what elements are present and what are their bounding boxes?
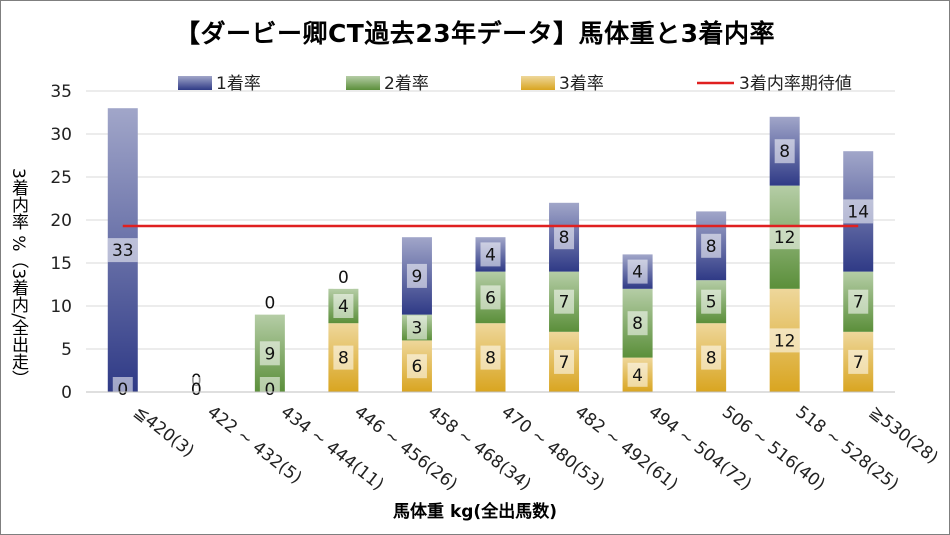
- data-label: 9: [412, 267, 423, 287]
- data-label-bg: [259, 377, 280, 401]
- data-label: 14: [847, 202, 869, 222]
- y-tick-label: 25: [50, 168, 72, 188]
- data-label: 4: [632, 366, 643, 386]
- data-label: 0: [264, 294, 275, 314]
- x-tick-label: ≦420(3): [130, 402, 198, 461]
- data-label-bg: [848, 289, 869, 314]
- data-label-bg: [554, 289, 575, 314]
- data-label-bg: [843, 199, 874, 224]
- data-label-bg: [480, 345, 501, 370]
- chart-title: 【ダービー卿CT過去23年データ】馬体重と3着内率: [174, 19, 776, 48]
- data-label: 33: [112, 241, 134, 261]
- y-tick-label: 10: [50, 297, 72, 317]
- legend-label: 3着内率期待値: [739, 74, 852, 94]
- data-label: 8: [632, 314, 643, 334]
- data-label-bg: [848, 349, 869, 374]
- legend-swatch: [178, 76, 212, 90]
- data-label: 0: [191, 380, 202, 400]
- data-label-bg: [701, 233, 722, 258]
- data-label: 0: [264, 380, 275, 400]
- data-label-bg: [406, 315, 427, 340]
- data-label: 8: [338, 349, 349, 369]
- legend: 1着率 2着率 3着率 3着内率期待値: [178, 74, 852, 94]
- data-label: 0: [338, 268, 349, 288]
- data-label: 8: [779, 142, 790, 162]
- data-label: 9: [264, 344, 275, 364]
- data-label: 0: [117, 380, 128, 400]
- data-label-bg: [769, 328, 800, 353]
- y-tick-label: 15: [50, 254, 72, 274]
- data-label: 4: [485, 245, 496, 265]
- data-label-bg: [333, 294, 354, 318]
- data-label: 6: [412, 357, 423, 377]
- data-label-bg: [701, 289, 722, 314]
- data-label-bg: [406, 263, 427, 288]
- y-tick-label: 5: [61, 340, 72, 360]
- data-label: 4: [338, 297, 349, 317]
- legend-label: 1着率: [216, 74, 261, 94]
- x-axis-label: 馬体重 kg(全出馬数): [393, 502, 557, 522]
- legend-label: 3着率: [559, 74, 604, 94]
- legend-label: 2着率: [384, 74, 429, 94]
- y-tick-label: 20: [50, 211, 72, 231]
- data-label-bg: [186, 377, 207, 401]
- data-label-bg: [554, 225, 575, 250]
- data-label-bg: [259, 290, 280, 315]
- data-label-bg: [554, 349, 575, 374]
- data-label: 12: [774, 331, 796, 351]
- data-label-layer: 33000090840639864778484858121287714: [107, 139, 874, 401]
- data-label: 7: [559, 293, 570, 313]
- data-label: 8: [485, 349, 496, 369]
- data-label: 8: [559, 228, 570, 248]
- data-label-bg: [774, 139, 795, 164]
- y-axis-label: 3着内率 %（3着内/全出走）: [8, 168, 28, 387]
- data-label: 7: [853, 353, 864, 373]
- legend-swatch: [346, 76, 380, 90]
- data-label-bg: [627, 259, 648, 284]
- data-label-bg: [112, 377, 133, 401]
- data-label: 7: [853, 293, 864, 313]
- data-label-bg: [333, 264, 354, 289]
- y-tick-label: 30: [50, 125, 72, 145]
- legend-swatch: [521, 76, 555, 90]
- data-label-bg: [701, 345, 722, 370]
- data-label-bg: [627, 311, 648, 336]
- data-label: 8: [706, 237, 717, 257]
- data-label: 7: [559, 353, 570, 373]
- data-label: 12: [774, 228, 796, 248]
- data-label: 3: [412, 319, 423, 339]
- data-label-bg: [480, 242, 501, 267]
- data-label-bg: [406, 354, 427, 379]
- data-label: 4: [632, 263, 643, 283]
- y-tick-label: 0: [61, 383, 72, 403]
- data-label-bg: [769, 225, 800, 250]
- data-label-bg: [259, 341, 280, 366]
- data-label-bg: [107, 238, 138, 263]
- y-tick-label: 35: [50, 82, 72, 102]
- data-label-bg: [627, 362, 648, 387]
- data-label: 8: [706, 349, 717, 369]
- data-label-bg: [333, 345, 354, 370]
- data-label-bg: [480, 285, 501, 310]
- data-label: 6: [485, 288, 496, 308]
- data-label: 5: [706, 293, 717, 313]
